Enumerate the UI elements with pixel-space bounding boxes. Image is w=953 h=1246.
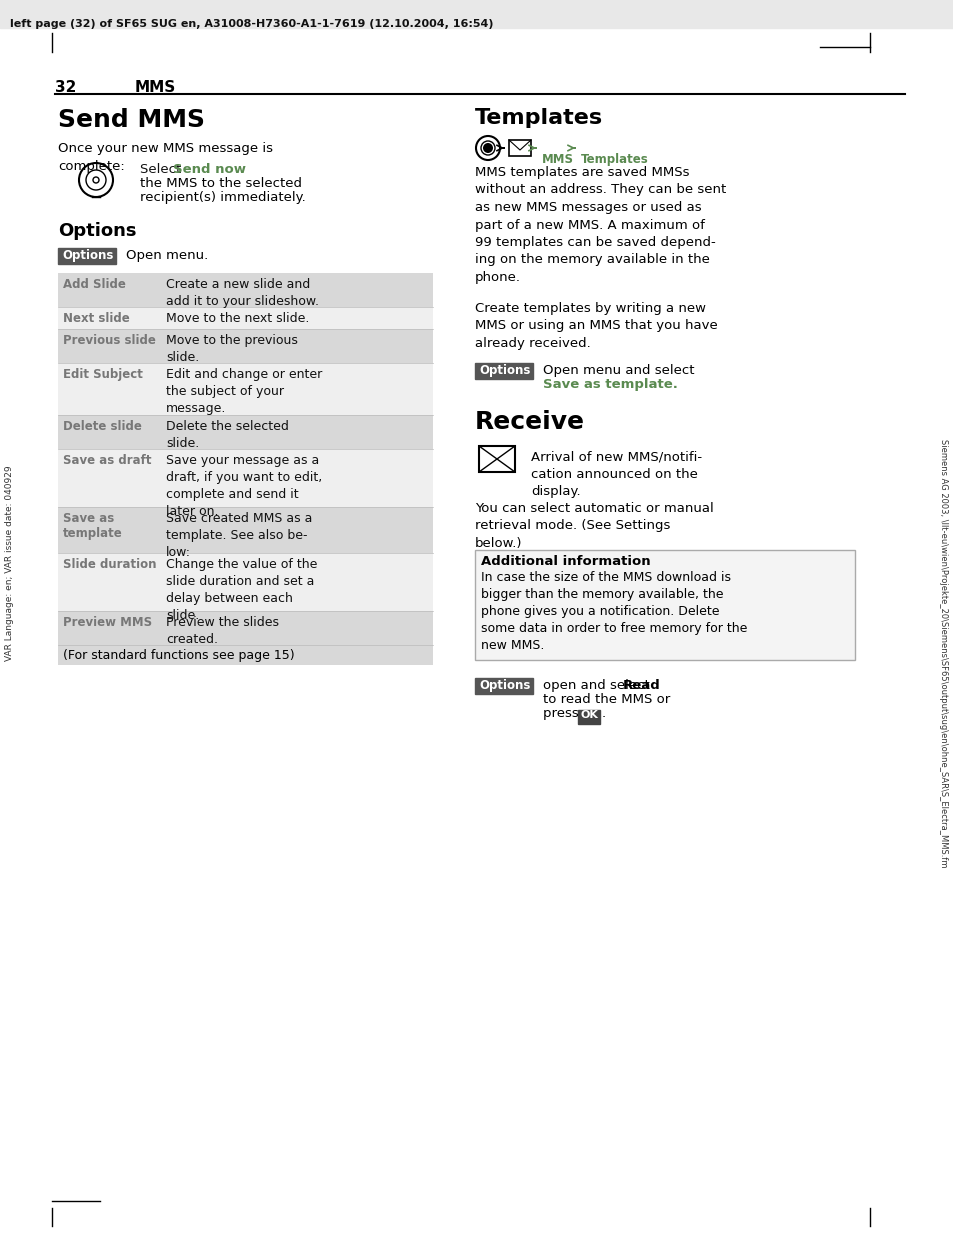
Text: VAR Language: en; VAR issue date: 040929: VAR Language: en; VAR issue date: 040929 [6,465,14,660]
Bar [58,449,433,507]
Text: Select: Select [140,163,185,176]
Text: Save your message as a
draft, if you want to edit,
complete and send it
later on: Save your message as a draft, if you wan… [166,454,322,518]
Bar [58,329,433,363]
Text: (For standard functions see page 15): (For standard functions see page 15) [63,649,294,662]
Bar [475,678,533,694]
Bar [58,363,433,415]
Text: Delete the selected
slide.: Delete the selected slide. [166,420,289,450]
Text: OK: OK [580,710,598,720]
Text: Slide duration: Slide duration [63,558,156,571]
Text: open and select: open and select [542,679,654,692]
Text: MMS templates are saved MMSs
without an address. They can be sent
as new MMS mes: MMS templates are saved MMSs without an … [475,166,725,284]
Text: Options: Options [58,222,136,240]
Text: Siemens AG 2003, \llt-eu\wien\Projekte_20\Siemens\SF65\output\sug\en\ohne_SAR\S_: Siemens AG 2003, \llt-eu\wien\Projekte_2… [939,439,947,867]
Text: Arrival of new MMS/notifi-
cation announced on the
display.: Arrival of new MMS/notifi- cation announ… [531,450,701,498]
Text: Add Slide: Add Slide [63,278,126,292]
Text: Create templates by writing a new
MMS or using an MMS that you have
already rece: Create templates by writing a new MMS or… [475,302,717,350]
Text: recipient(s) immediately.: recipient(s) immediately. [140,191,305,204]
Text: Additional information: Additional information [480,554,650,568]
Text: Preview MMS: Preview MMS [63,616,152,629]
Text: Templates: Templates [580,153,648,166]
Text: Once your new MMS message is
complete:: Once your new MMS message is complete: [58,142,273,173]
Bar [478,446,515,472]
Text: to read the MMS or: to read the MMS or [542,693,670,706]
Bar [58,553,433,611]
Text: Delete slide: Delete slide [63,420,142,434]
Text: Send now: Send now [172,163,246,176]
Text: .: . [601,706,605,720]
Text: left page (32) of SF65 SUG en, A31008-H7360-A1-1-7619 (12.10.2004, 16:54): left page (32) of SF65 SUG en, A31008-H7… [10,19,493,29]
Text: Read: Read [622,679,660,692]
Circle shape [482,143,493,153]
Text: 32: 32 [55,80,76,95]
Bar [58,273,433,307]
Text: Send MMS: Send MMS [58,108,205,132]
Text: Options: Options [478,679,530,692]
Text: Open menu and select: Open menu and select [542,364,694,378]
Text: MMS: MMS [541,153,574,166]
Text: Move to the next slide.: Move to the next slide. [166,312,309,325]
Text: press: press [542,706,582,720]
Text: Save created MMS as a
template. See also be-
low:: Save created MMS as a template. See also… [166,512,312,559]
Text: Preview the slides
created.: Preview the slides created. [166,616,278,645]
Text: You can select automatic or manual
retrieval mode. (See Settings
below.): You can select automatic or manual retri… [475,502,713,549]
Bar [475,363,533,379]
Text: Templates: Templates [475,108,602,128]
Text: Previous slide: Previous slide [63,334,155,346]
Text: Options: Options [62,249,113,262]
Bar [58,611,433,645]
Text: MMS: MMS [135,80,176,95]
Text: Change the value of the
slide duration and set a
delay between each
slide.: Change the value of the slide duration a… [166,558,317,622]
Text: Receive: Receive [475,410,584,434]
Text: Move to the previous
slide.: Move to the previous slide. [166,334,297,364]
Bar [475,549,854,660]
Bar [509,140,531,156]
Text: Create a new slide and
add it to your slideshow.: Create a new slide and add it to your sl… [166,278,318,308]
Text: Save as
template: Save as template [63,512,123,540]
Bar [58,507,433,553]
Text: In case the size of the MMS download is
bigger than the memory available, the
ph: In case the size of the MMS download is … [480,571,746,652]
Bar [58,307,433,329]
Bar [58,415,433,449]
Text: Options: Options [478,364,530,378]
Text: Edit and change or enter
the subject of your
message.: Edit and change or enter the subject of … [166,368,322,415]
Text: Save as template.: Save as template. [542,378,678,391]
Text: Next slide: Next slide [63,312,130,325]
Text: Save as draft: Save as draft [63,454,152,467]
Text: the MMS to the selected: the MMS to the selected [140,177,302,189]
Text: Open menu.: Open menu. [126,249,208,262]
Bar [58,645,433,665]
Bar [58,248,116,264]
Bar [578,710,599,724]
Text: Edit Subject: Edit Subject [63,368,143,381]
Bar [0,0,953,27]
